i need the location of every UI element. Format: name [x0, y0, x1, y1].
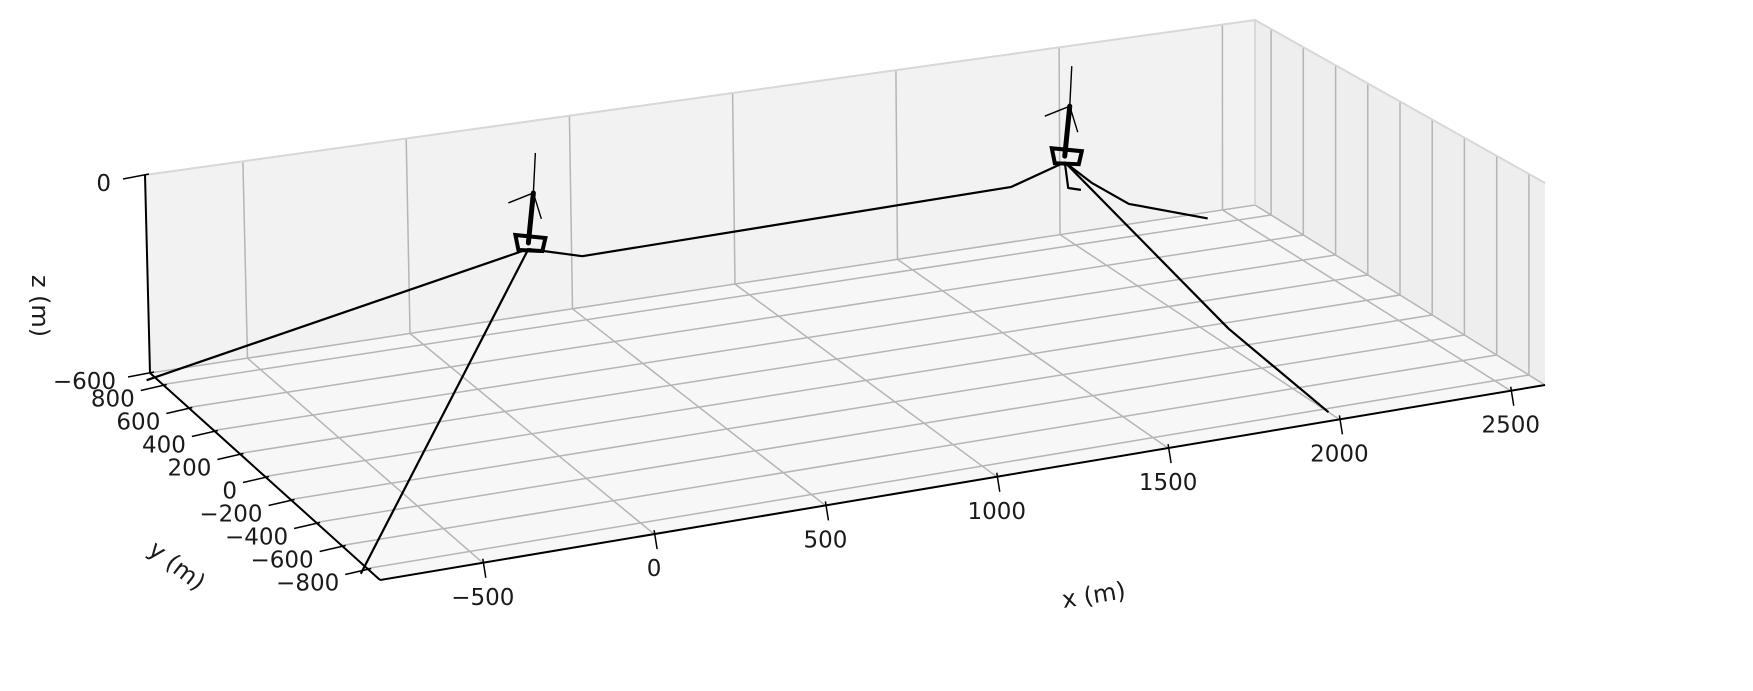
turbine-tower [525, 190, 536, 246]
platform-hull [512, 232, 548, 254]
z-axis-label: z (m) [26, 275, 54, 337]
mooring-line [359, 248, 530, 575]
x-axis-line [379, 384, 1546, 581]
y-tick-label: 600 [116, 410, 160, 436]
mooring-line [146, 247, 529, 382]
y-tick [242, 475, 270, 484]
x-axis-label: x (m) [1060, 576, 1128, 614]
y-tick [293, 521, 321, 530]
platform-hull [1049, 145, 1085, 167]
x-tick-label: 2500 [1481, 413, 1540, 439]
y-axis-label: y (m) [143, 535, 211, 596]
y-tick-label: 400 [142, 433, 186, 459]
turbine-blade [532, 192, 543, 220]
z-axis-line [144, 174, 151, 374]
mooring-line [528, 161, 1066, 258]
z-tick-label: −600 [53, 369, 116, 395]
turbine-blade [1044, 105, 1071, 117]
y-tick-label: −800 [276, 571, 339, 597]
y-tick-label: −600 [250, 548, 313, 574]
y-tick-label: −400 [225, 525, 288, 551]
grid-lines [144, 19, 1546, 570]
turbine-glyphs [508, 66, 1085, 254]
mooring-lines [146, 161, 1330, 575]
mooring-line [1063, 162, 1082, 191]
floor-pane [150, 205, 1545, 580]
z-tick [127, 371, 155, 378]
turbine-tower [1062, 103, 1073, 159]
axis-lines [122, 18, 1546, 581]
y-tick [345, 567, 372, 576]
turbine-blade [1069, 66, 1073, 107]
turbine [508, 152, 548, 254]
y-tick [319, 544, 346, 553]
y-tick-label: −200 [199, 502, 262, 528]
x-tick [482, 558, 487, 578]
x-tick-label: 0 [647, 556, 662, 582]
y-tick-label: 800 [91, 387, 135, 413]
y-tick [191, 429, 219, 438]
x-tick [1338, 415, 1344, 435]
x-tick [653, 530, 658, 550]
mooring-line [1064, 161, 1330, 414]
y-tick-label: 200 [168, 456, 212, 482]
x-tick [1509, 386, 1515, 406]
turbine-blade [508, 192, 534, 204]
y-tick [268, 498, 295, 507]
x-tick [1167, 443, 1172, 464]
mooring-line [1064, 161, 1208, 220]
x-tick-label: 1000 [967, 499, 1026, 525]
tick-labels: −50005001000150020002500−800−600−400−200… [53, 171, 1540, 611]
x-tick-label: 500 [803, 527, 847, 553]
turbine-blade [1069, 105, 1079, 133]
z-tick-label: 0 [96, 171, 111, 197]
turbine-blade [532, 152, 537, 193]
y-tick [166, 406, 193, 415]
x-tick [996, 472, 1001, 492]
x-tick-label: −500 [451, 585, 514, 611]
y-tick-label: 0 [222, 479, 237, 505]
turbine [1044, 66, 1085, 167]
y-tick [140, 383, 167, 392]
y-tick [217, 452, 244, 461]
x-tick-label: 1500 [1139, 470, 1198, 496]
x-tick-label: 2000 [1310, 441, 1369, 467]
z-tick [122, 173, 150, 180]
y-axis-line [149, 372, 381, 581]
x-tick [824, 501, 830, 521]
